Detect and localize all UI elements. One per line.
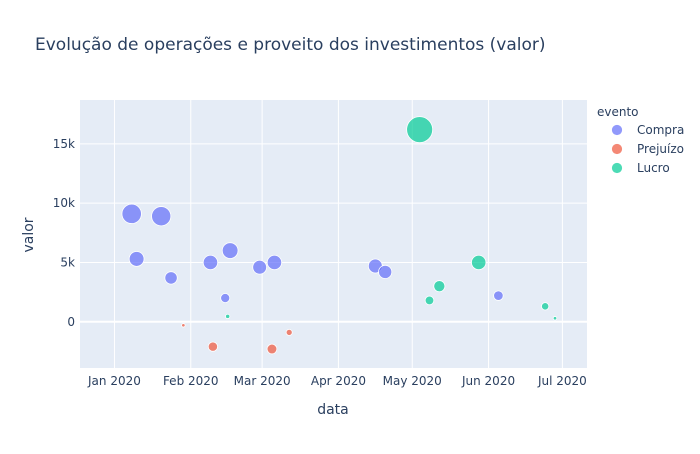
data-point[interactable] xyxy=(121,203,142,224)
legend-item-lucro[interactable]: Lucro xyxy=(611,161,670,175)
data-point[interactable] xyxy=(424,295,435,306)
legend-marker xyxy=(611,124,623,136)
data-point[interactable] xyxy=(493,290,504,301)
data-point[interactable] xyxy=(164,271,178,285)
x-tick-label: Apr 2020 xyxy=(311,374,366,388)
data-point[interactable] xyxy=(471,254,487,271)
legend-label: Lucro xyxy=(637,161,670,175)
x-tick-label: Jun 2020 xyxy=(461,374,515,388)
plot-area xyxy=(80,100,587,368)
legend-label: Prejuízo xyxy=(637,142,684,156)
x-tick-label: Mar 2020 xyxy=(234,374,291,388)
grid-lines xyxy=(80,100,587,368)
legend-item-compra[interactable]: Compra xyxy=(611,123,685,137)
data-point[interactable] xyxy=(378,264,393,279)
data-point[interactable] xyxy=(128,251,145,267)
legend-items[interactable]: Compra Prejuízo Lucro xyxy=(611,123,685,175)
data-point[interactable] xyxy=(552,316,558,321)
legend: evento Compra Prejuízo Lucro xyxy=(597,105,684,175)
data-point[interactable] xyxy=(266,254,283,271)
data-point[interactable] xyxy=(541,302,550,311)
y-tick-label: 10k xyxy=(53,196,75,210)
data-point[interactable] xyxy=(202,254,219,271)
y-tick-label: 15k xyxy=(53,137,75,151)
x-axis-label: data xyxy=(317,402,349,418)
x-tick-label: Jul 2020 xyxy=(537,374,587,388)
data-point[interactable] xyxy=(225,313,231,319)
legend-item-prejuízo[interactable]: Prejuízo xyxy=(611,142,685,156)
data-point[interactable] xyxy=(252,259,267,275)
axis-ticks: Jan 2020 Feb 2020 Mar 2020 Apr 2020 May 2020… xyxy=(53,137,587,388)
data-point[interactable] xyxy=(266,343,278,355)
legend-label: Compra xyxy=(637,123,684,137)
data-point[interactable] xyxy=(151,206,172,227)
data-point[interactable] xyxy=(406,116,434,144)
chart-title: Evolução de operações e proveito dos inv… xyxy=(35,35,546,55)
data-point[interactable] xyxy=(221,242,239,259)
legend-title: evento xyxy=(597,105,639,119)
data-point[interactable] xyxy=(181,323,186,328)
series-compra[interactable] xyxy=(121,203,504,304)
data-point[interactable] xyxy=(220,293,231,304)
legend-marker xyxy=(611,143,623,155)
legend-marker xyxy=(611,162,623,174)
series-prejuízo[interactable] xyxy=(181,323,293,355)
x-tick-label: Feb 2020 xyxy=(163,374,219,388)
data-point[interactable] xyxy=(433,280,446,293)
y-tick-label: 0 xyxy=(67,315,75,329)
y-axis-label: valor xyxy=(21,217,37,252)
data-point[interactable] xyxy=(285,328,293,336)
y-tick-label: 5k xyxy=(60,255,75,269)
x-tick-label: Jan 2020 xyxy=(87,374,141,388)
data-points[interactable] xyxy=(121,116,558,355)
series-lucro[interactable] xyxy=(225,116,558,321)
x-tick-label: May 2020 xyxy=(383,374,442,388)
data-point[interactable] xyxy=(207,341,218,352)
